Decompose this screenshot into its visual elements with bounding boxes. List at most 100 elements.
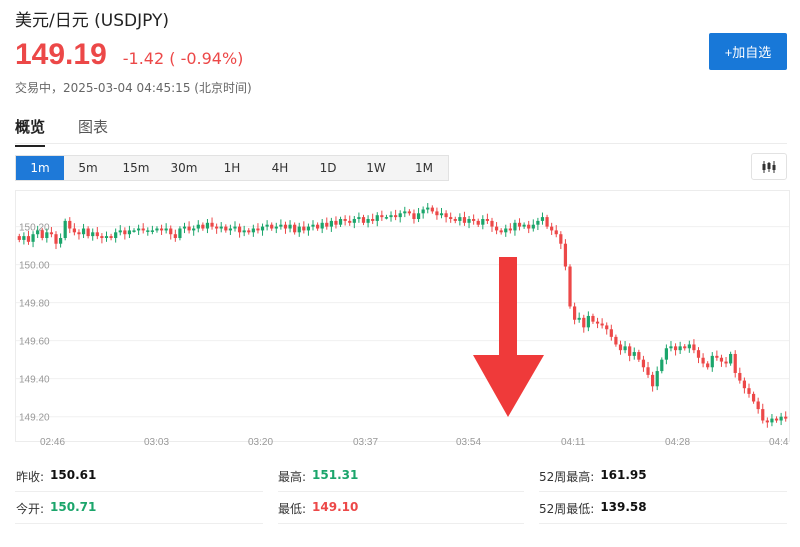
stat-value: 161.95 [600, 468, 647, 482]
stat-low: 最低: 149.10 [278, 500, 358, 517]
candle [63, 220, 67, 239]
candle [494, 226, 499, 231]
candle [540, 217, 545, 221]
period-5m[interactable]: 5m [64, 156, 112, 180]
candle [513, 222, 517, 231]
candle [706, 363, 710, 368]
candle [508, 228, 512, 231]
candle [315, 224, 320, 229]
stat-divider [15, 523, 263, 524]
down-arrow-icon [473, 257, 544, 417]
period-30m[interactable]: 30m [160, 156, 208, 180]
y-tick-label: 149.40 [19, 375, 50, 386]
candle [201, 224, 205, 229]
period-1w[interactable]: 1W [352, 156, 400, 180]
candle [568, 266, 572, 307]
candle [701, 357, 705, 364]
candle [49, 232, 54, 235]
candle [86, 228, 90, 237]
stat-prev-close: 昨收: 150.61 [16, 468, 96, 485]
candle [123, 230, 127, 235]
stat-divider [539, 523, 787, 524]
tab-divider [15, 143, 787, 144]
candle [293, 224, 297, 233]
candle [669, 346, 673, 349]
candle [329, 220, 333, 227]
candle [58, 238, 63, 244]
stat-value: 139.58 [600, 500, 647, 514]
candle [247, 230, 251, 233]
candle [192, 228, 196, 231]
candle [421, 209, 425, 214]
stat-divider [278, 491, 524, 492]
candle [449, 217, 453, 220]
candle [784, 416, 788, 419]
candle [352, 219, 356, 223]
candle [499, 230, 503, 233]
candle [40, 230, 44, 239]
tab-chart[interactable]: 图表 [78, 118, 109, 136]
candle [472, 219, 476, 221]
candle [729, 353, 733, 364]
x-tick-label: 04:11 [561, 437, 586, 448]
candle [228, 228, 233, 231]
candle [765, 420, 769, 423]
candle [673, 346, 678, 351]
candle [646, 367, 650, 375]
period-1mo[interactable]: 1M [400, 156, 448, 180]
y-tick-label: 149.20 [19, 413, 50, 424]
candle [361, 217, 366, 223]
x-tick-label: 03:20 [248, 437, 273, 448]
stat-value: 149.10 [312, 500, 359, 514]
candle [563, 243, 568, 267]
candle [325, 222, 329, 227]
candle [586, 315, 590, 328]
candle [559, 234, 563, 244]
candle [224, 226, 228, 231]
period-1d[interactable]: 1D [304, 156, 352, 180]
candle [655, 371, 659, 387]
candle [187, 226, 191, 231]
candle [522, 224, 526, 227]
candle [398, 213, 402, 218]
candle [444, 213, 448, 218]
candle [660, 359, 664, 372]
candle [127, 230, 132, 235]
x-tick-label: 04:28 [665, 437, 690, 448]
period-4h[interactable]: 4H [256, 156, 304, 180]
price-row: 149.19 -1.42 ( -0.94%) [15, 38, 243, 72]
chart-type-toggle-button[interactable] [751, 153, 787, 180]
candle [426, 207, 430, 210]
price-chart[interactable]: 150.20 150.00 149.80 149.60 149.40 149.20 02:4… [15, 190, 790, 452]
add-to-watchlist-button[interactable]: +加自选 [709, 33, 787, 70]
candle [504, 228, 508, 233]
candle [242, 230, 246, 233]
candle [403, 211, 407, 214]
candle [591, 315, 595, 322]
candle [109, 236, 113, 239]
y-tick-label: 149.60 [19, 337, 50, 348]
period-1m[interactable]: 1m [16, 156, 64, 180]
candle [260, 226, 265, 231]
x-tick-label: 03:37 [353, 437, 378, 448]
candle [605, 325, 609, 330]
period-15m[interactable]: 15m [112, 156, 160, 180]
x-tick-label: 03:03 [144, 437, 169, 448]
period-1h[interactable]: 1H [208, 156, 256, 180]
candle [430, 207, 434, 212]
candle [338, 219, 343, 225]
candle [476, 220, 480, 225]
candle [394, 215, 398, 218]
candle [490, 220, 494, 227]
candle [132, 230, 136, 232]
candle [527, 224, 531, 229]
y-tick-label: 150.20 [19, 223, 50, 234]
candle [536, 220, 540, 225]
candle [95, 232, 99, 237]
candle [68, 220, 72, 229]
candle [462, 217, 467, 223]
tab-overview[interactable]: 概览 [15, 116, 46, 147]
stat-label: 今开: [16, 502, 45, 516]
candle [118, 230, 122, 233]
candle [283, 224, 288, 229]
